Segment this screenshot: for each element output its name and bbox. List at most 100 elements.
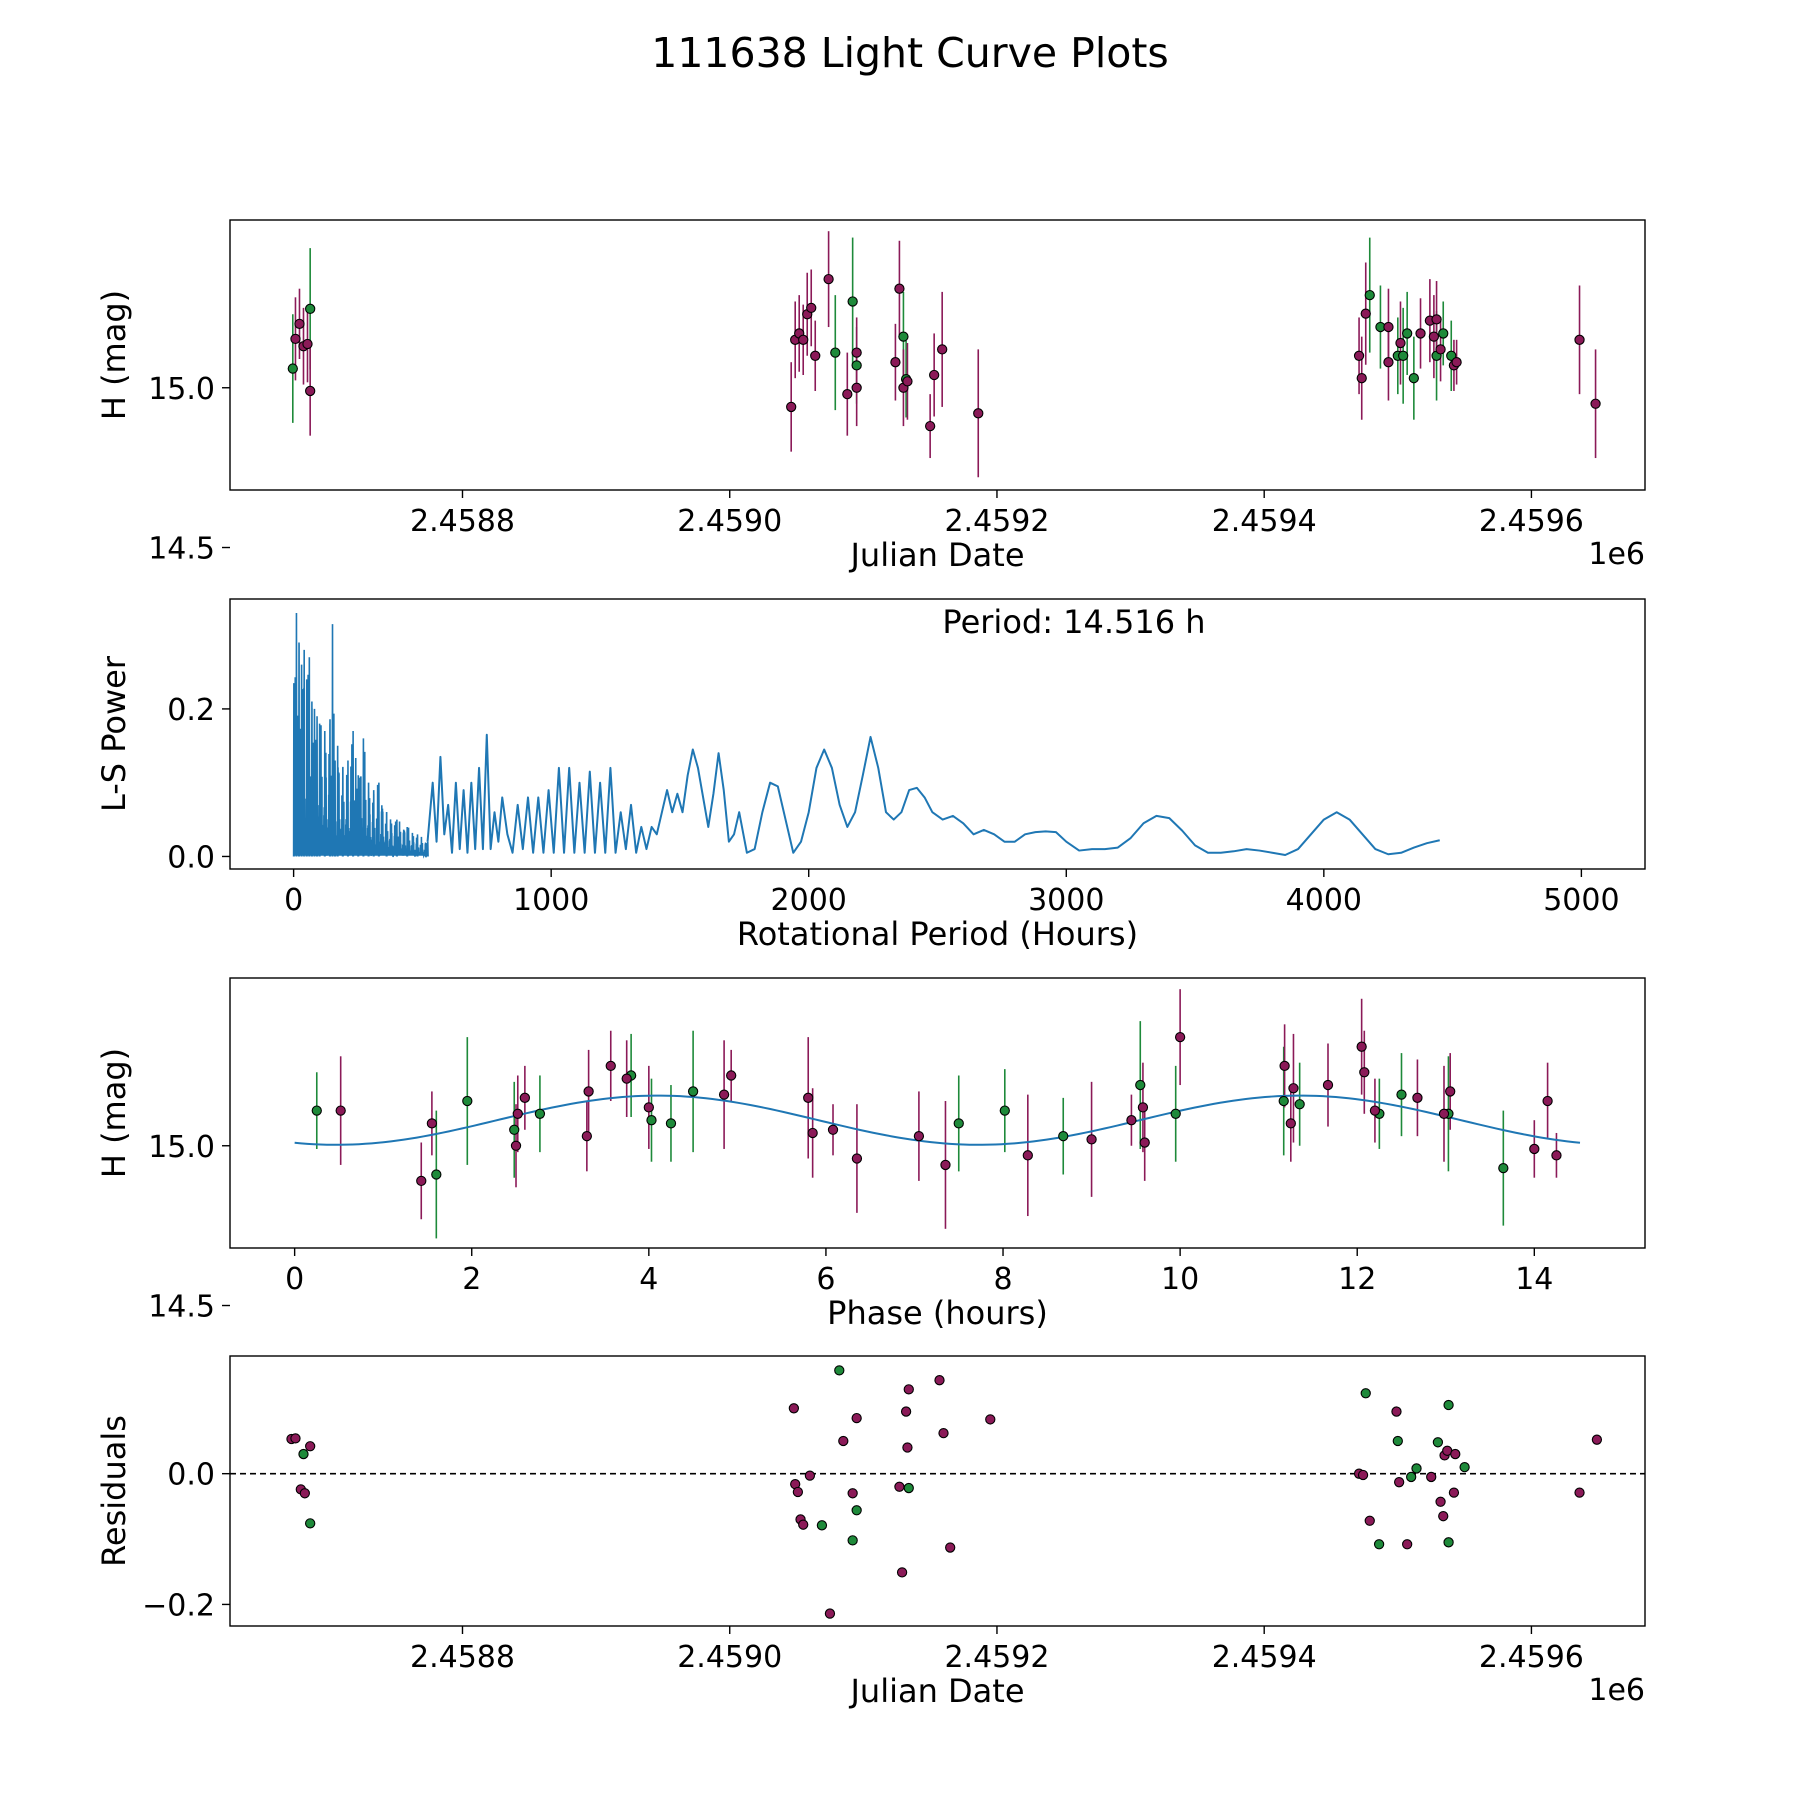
purple-data-point <box>1438 1108 1450 1119</box>
purple-data-point <box>810 350 821 361</box>
purple-data-point <box>1438 1511 1449 1522</box>
purple-data-point <box>913 1131 925 1142</box>
green-data-point <box>1443 1399 1454 1411</box>
purple-data-point <box>1395 337 1406 349</box>
purple-data-point <box>605 1060 616 1072</box>
period-annotation: Period: 14.516 h <box>942 603 1205 641</box>
x-tick-label: 4000 <box>1286 883 1362 918</box>
x-tick-label: 1000 <box>513 883 589 918</box>
purple-data-point <box>938 1427 949 1439</box>
purple-data-point <box>851 347 862 358</box>
green-data-point <box>898 331 909 342</box>
x-tick-label: 2 <box>462 1262 481 1297</box>
purple-data-point <box>1174 1031 1186 1043</box>
purple-data-point <box>621 1073 632 1084</box>
x-tick-label: 12 <box>1338 1262 1376 1297</box>
purple-data-point <box>804 1470 816 1481</box>
y-tick-label: 15.0 <box>148 1130 215 1165</box>
green-data-point <box>646 1115 657 1126</box>
x-tick-label: 10 <box>1161 1262 1199 1297</box>
y-axis-label: Residuals <box>95 1415 133 1567</box>
purple-data-point <box>1356 373 1367 384</box>
purple-data-point <box>902 376 913 387</box>
green-data-point <box>1402 328 1413 339</box>
purple-data-point <box>1391 1406 1402 1417</box>
purple-data-point <box>290 1433 301 1444</box>
purple-data-point <box>1137 1102 1149 1113</box>
purple-data-point <box>1383 321 1394 333</box>
purple-data-point <box>824 1608 836 1619</box>
purple-data-point <box>1279 1060 1290 1072</box>
purple-data-point <box>945 1542 956 1553</box>
purple-data-point <box>1448 1487 1460 1498</box>
green-data-point <box>1406 1471 1417 1483</box>
x-tick-label: 8 <box>993 1262 1012 1297</box>
axes-frame <box>229 1355 1646 1627</box>
green-data-point <box>903 1482 914 1494</box>
purple-data-point <box>1551 1150 1562 1161</box>
purple-data-point <box>929 369 940 381</box>
periodogram-line <box>426 733 1440 856</box>
axes-frame <box>229 598 1646 870</box>
x-tick-label: 2.4588 <box>410 504 515 539</box>
x-tick-label: 2.4592 <box>944 1640 1049 1675</box>
x-tick-label: 2.4596 <box>1479 504 1584 539</box>
purple-data-point <box>1529 1143 1540 1155</box>
purple-data-point <box>842 388 853 400</box>
figure-title: 111638 Light Curve Plots <box>651 29 1169 77</box>
purple-data-point <box>1353 350 1365 361</box>
purple-data-point <box>299 1488 310 1499</box>
y-tick-label: −0.2 <box>142 1588 215 1623</box>
green-data-point <box>851 1505 862 1516</box>
purple-data-point <box>1359 1067 1370 1078</box>
purple-data-point <box>1402 1539 1413 1550</box>
green-data-point <box>953 1118 964 1129</box>
green-data-point <box>1438 328 1449 339</box>
y-axis-label: L-S Power <box>95 655 133 812</box>
purple-data-point <box>798 334 809 345</box>
green-data-point <box>1408 373 1419 384</box>
x-offset-label: 1e6 <box>1588 1673 1645 1708</box>
y-tick-label: 0.2 <box>167 693 215 728</box>
y-tick-label: 14.5 <box>148 532 215 567</box>
green-data-point <box>847 296 858 307</box>
x-tick-label: 14 <box>1515 1262 1553 1297</box>
purple-data-point <box>1431 314 1442 325</box>
purple-data-point <box>1139 1137 1150 1148</box>
purple-data-point <box>900 1406 912 1417</box>
purple-data-point <box>985 1414 996 1425</box>
green-data-point <box>1364 289 1375 301</box>
purple-data-point <box>1412 1092 1423 1103</box>
green-data-point <box>305 1518 316 1529</box>
green-data-point <box>1498 1162 1509 1174</box>
purple-data-point <box>902 1442 913 1453</box>
residuals-plot: 2.4588 2.4590 2.4592 2.4594 2.4596 0.0 −0.2 Jul… <box>95 1355 1646 1710</box>
periodogram-plot: 0 1000 2000 3000 4000 5000 0.0 0.2 Rotational Pe… <box>95 598 1646 953</box>
purple-data-point <box>934 1375 945 1386</box>
green-data-point <box>1373 1539 1385 1550</box>
purple-data-point <box>305 1441 316 1452</box>
green-data-point <box>665 1118 677 1129</box>
purple-data-point <box>925 420 936 432</box>
green-data-point <box>847 1535 858 1546</box>
green-data-point <box>287 363 298 374</box>
purple-data-point <box>798 1519 809 1530</box>
purple-data-point <box>1357 1469 1369 1481</box>
purple-data-point <box>1383 357 1394 368</box>
purple-data-point <box>894 1481 905 1492</box>
x-tick-label: 2.4588 <box>410 1640 515 1675</box>
green-data-point <box>431 1169 442 1180</box>
light-curve-plot: 2.4588 2.4590 2.4592 2.4594 2.4596 15.0 14.5 Ju… <box>95 219 1646 574</box>
green-data-point <box>1392 1435 1403 1447</box>
x-tick-label: 3000 <box>1028 883 1104 918</box>
purple-data-point <box>1542 1095 1553 1107</box>
purple-data-point <box>1356 1041 1367 1052</box>
purple-data-point <box>788 1403 800 1414</box>
purple-data-point <box>940 1159 951 1171</box>
purple-data-point <box>718 1089 730 1100</box>
purple-data-point <box>1086 1134 1097 1145</box>
green-data-point <box>1398 350 1409 361</box>
purple-data-point <box>838 1435 849 1447</box>
green-data-point <box>1396 1089 1407 1100</box>
